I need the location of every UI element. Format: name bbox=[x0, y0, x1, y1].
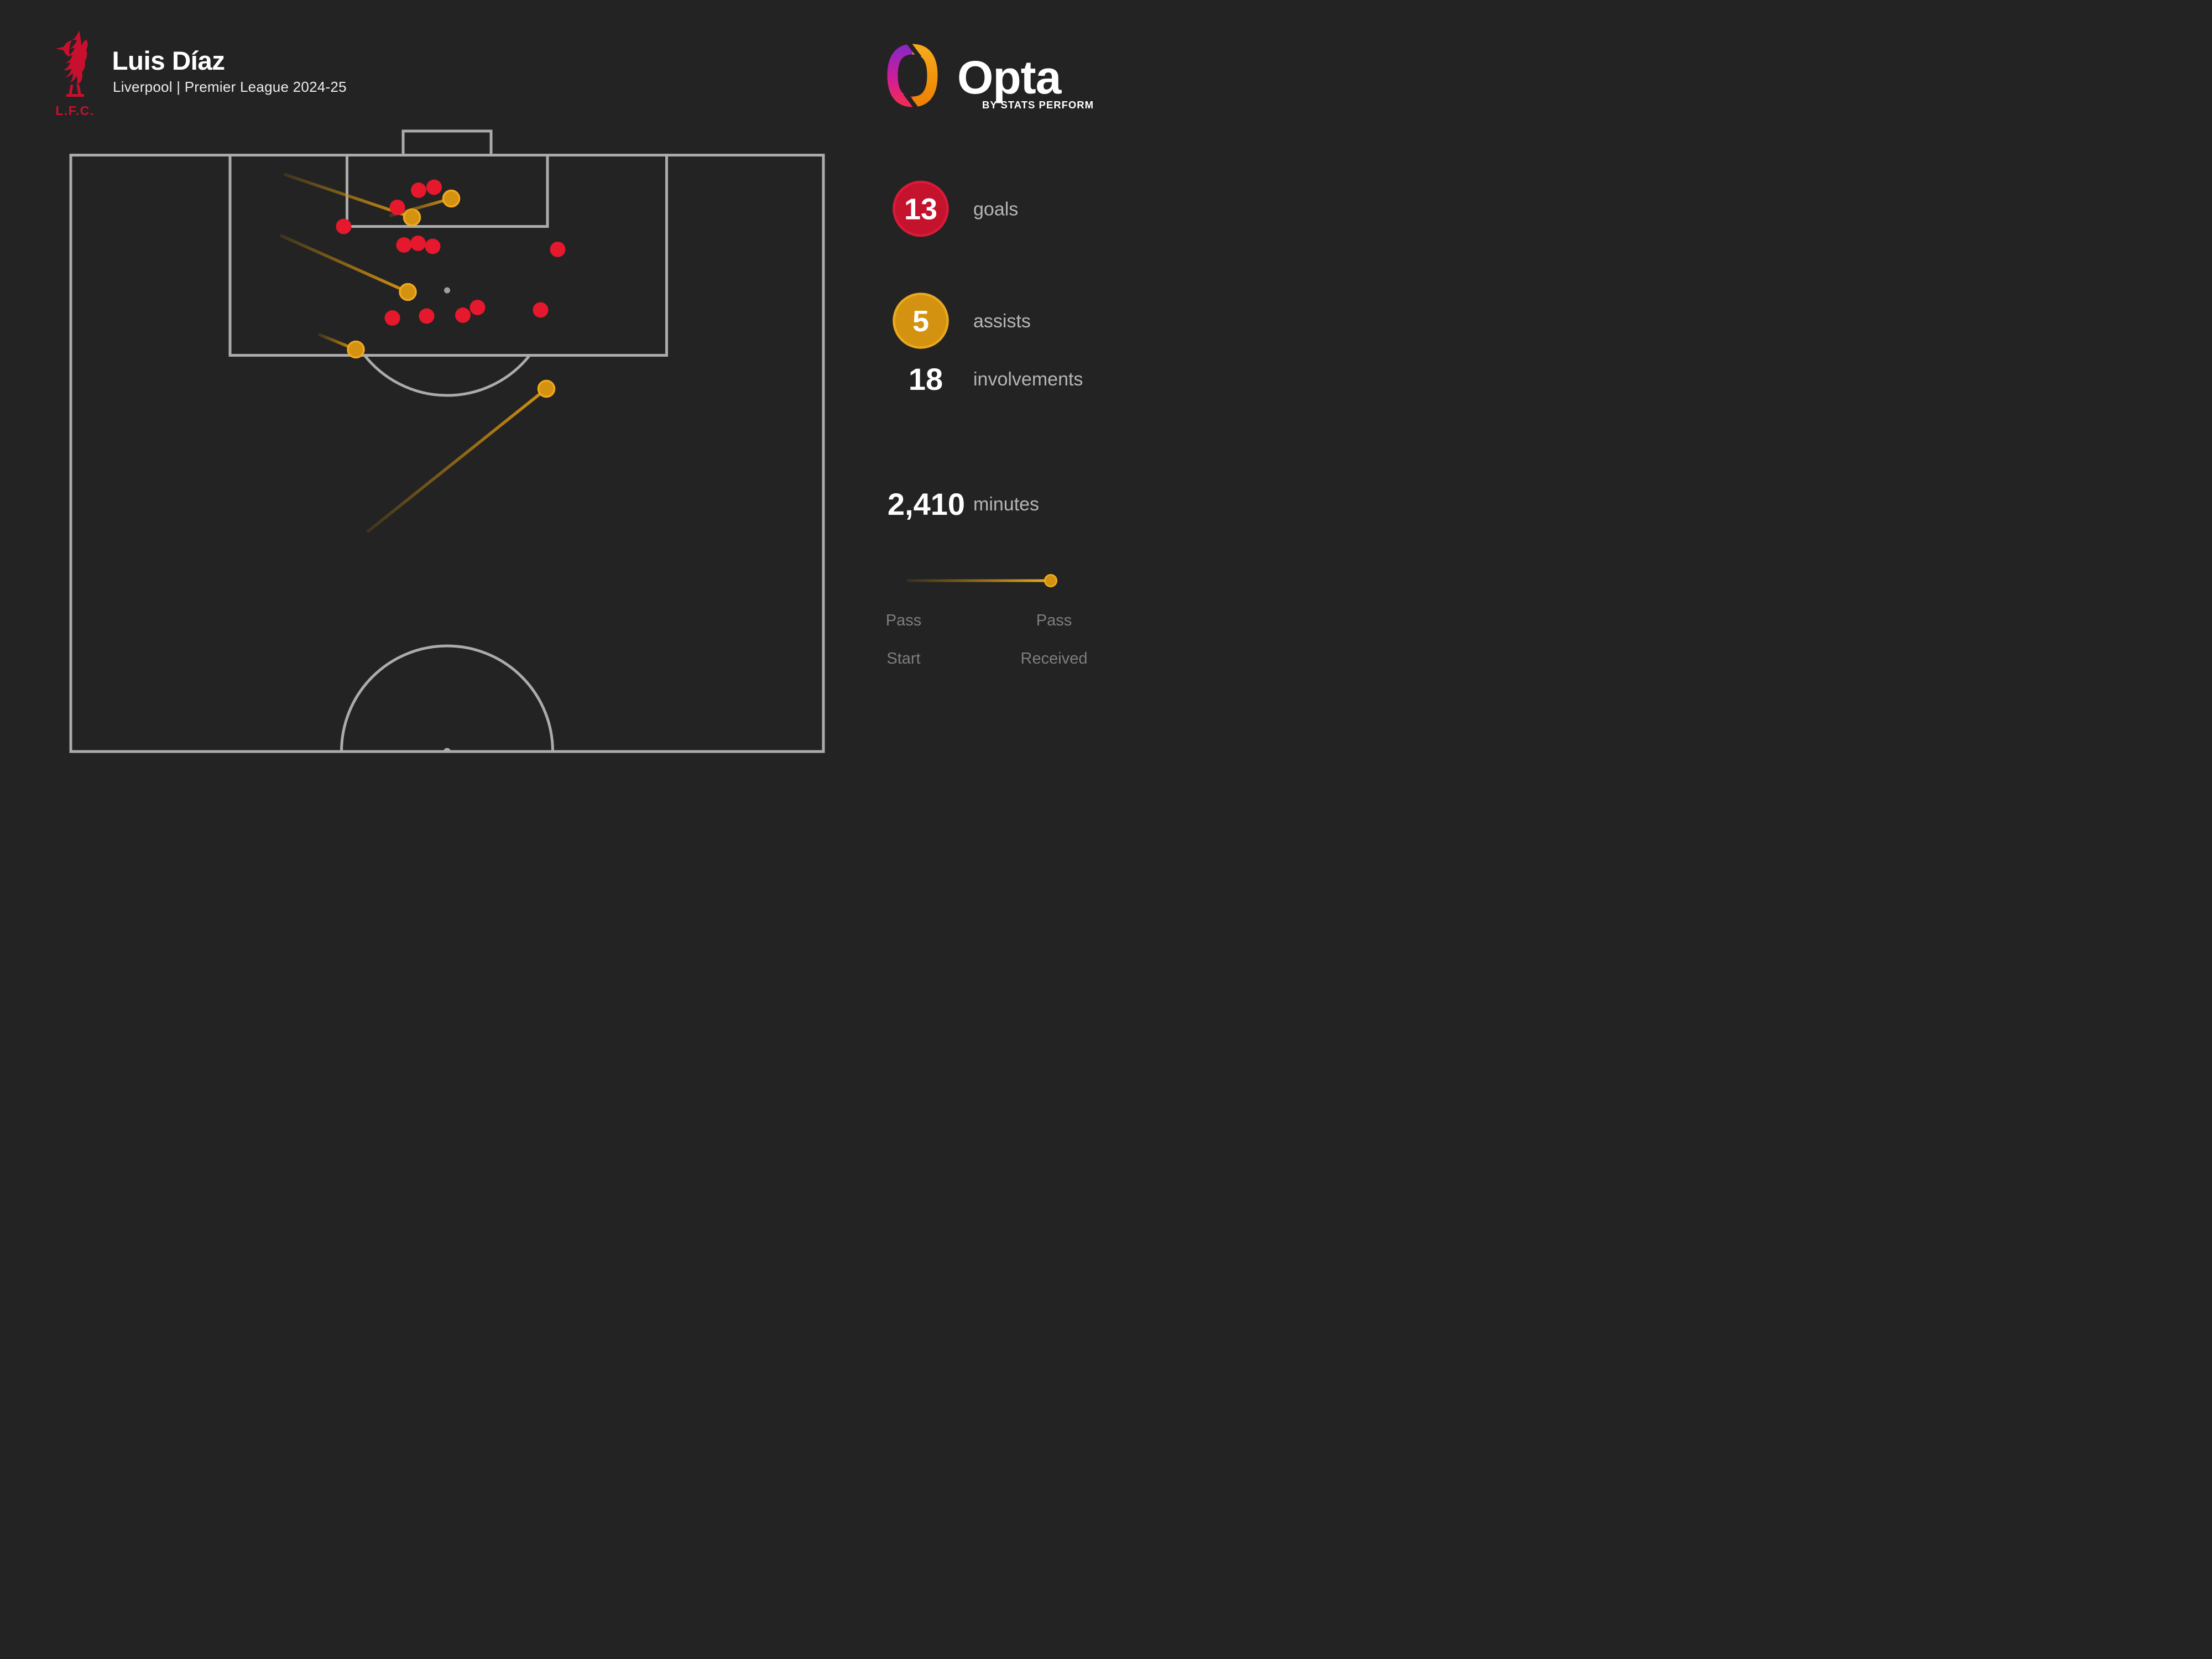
liver-bird-head bbox=[56, 40, 72, 57]
goal-dot bbox=[389, 200, 405, 215]
infographic-canvas: L.F.C. Luis Díaz Liverpool | Premier Lea… bbox=[0, 0, 1106, 830]
stat-row-goals: 13 goals bbox=[893, 180, 1018, 237]
goals-label: goals bbox=[973, 199, 1018, 220]
assists-label: assists bbox=[973, 311, 1031, 332]
crest-label: L.F.C. bbox=[55, 103, 94, 118]
centre-circle bbox=[340, 644, 554, 752]
goal-dot bbox=[469, 300, 486, 315]
legend-end-line1: Pass bbox=[1036, 612, 1072, 629]
opta-logo: Opta BY STATS PERFORM bbox=[887, 40, 1094, 111]
goal-dot bbox=[384, 310, 400, 326]
liver-bird-base bbox=[66, 94, 84, 97]
pass-legend: Pass Start Pass Received bbox=[886, 574, 1088, 667]
assist-received-dot bbox=[399, 283, 417, 301]
legend-start-line2: Start bbox=[886, 650, 920, 667]
opta-mark-icon bbox=[887, 40, 938, 111]
opta-infographic: L.F.C. Luis Díaz Liverpool | Premier Lea… bbox=[0, 0, 1106, 830]
opta-byline: BY STATS PERFORM bbox=[982, 99, 1094, 111]
stat-row-minutes: 2,410 minutes bbox=[888, 487, 1039, 521]
assist-pass-line bbox=[279, 233, 409, 294]
goal-dot bbox=[336, 218, 352, 234]
liver-bird-shape bbox=[63, 30, 88, 86]
goals-value: 13 bbox=[904, 193, 937, 226]
assist-received-dot bbox=[442, 189, 461, 208]
minutes-value: 2,410 bbox=[888, 487, 965, 521]
assist-received-dot bbox=[347, 340, 365, 359]
centre-spot bbox=[444, 748, 451, 752]
stats-column: 13 goals 5 assists 18 involvements 2,410… bbox=[888, 180, 1083, 521]
legend-start-line1: Pass bbox=[886, 612, 921, 629]
penalty-arc bbox=[363, 354, 531, 397]
assists-value: 5 bbox=[912, 305, 929, 338]
assist-pass-line bbox=[366, 387, 547, 534]
goal-dot bbox=[550, 242, 566, 257]
liver-bird-leg bbox=[69, 84, 74, 95]
stat-row-involvements: 18 involvements bbox=[909, 362, 1083, 397]
involvements-label: involvements bbox=[973, 369, 1083, 390]
opta-wordmark: Opta bbox=[957, 51, 1062, 103]
goal-dot bbox=[419, 308, 435, 324]
goal-dot-layer bbox=[336, 179, 566, 326]
liver-bird-leg bbox=[76, 84, 81, 95]
goal-frame bbox=[401, 129, 493, 156]
goal-dot bbox=[396, 237, 412, 253]
goal-dot bbox=[425, 238, 441, 254]
goal-dot bbox=[426, 179, 442, 195]
legend-end-line2: Received bbox=[1021, 650, 1088, 667]
minutes-label: minutes bbox=[973, 494, 1039, 515]
goal-dot bbox=[533, 302, 549, 318]
goal-dot bbox=[410, 236, 426, 251]
assists-badge bbox=[893, 293, 949, 349]
involvements-value: 18 bbox=[909, 362, 943, 397]
penalty-spot bbox=[444, 287, 450, 294]
stat-row-assists: 5 assists bbox=[893, 293, 1031, 349]
liverpool-crest-icon: L.F.C. bbox=[55, 30, 94, 118]
assist-received-dot bbox=[537, 379, 556, 398]
page-title: Luis Díaz bbox=[112, 46, 225, 76]
page-subtitle: Liverpool | Premier League 2024-25 bbox=[113, 79, 347, 95]
goals-badge bbox=[893, 180, 949, 237]
goal-dot bbox=[455, 307, 471, 323]
header: L.F.C. Luis Díaz Liverpool | Premier Lea… bbox=[55, 30, 347, 118]
pitch bbox=[69, 129, 825, 753]
legend-pass-received-dot bbox=[1044, 574, 1057, 587]
goal-dot bbox=[411, 182, 426, 198]
background bbox=[0, 0, 1106, 830]
assist-pass-layer bbox=[279, 173, 556, 534]
